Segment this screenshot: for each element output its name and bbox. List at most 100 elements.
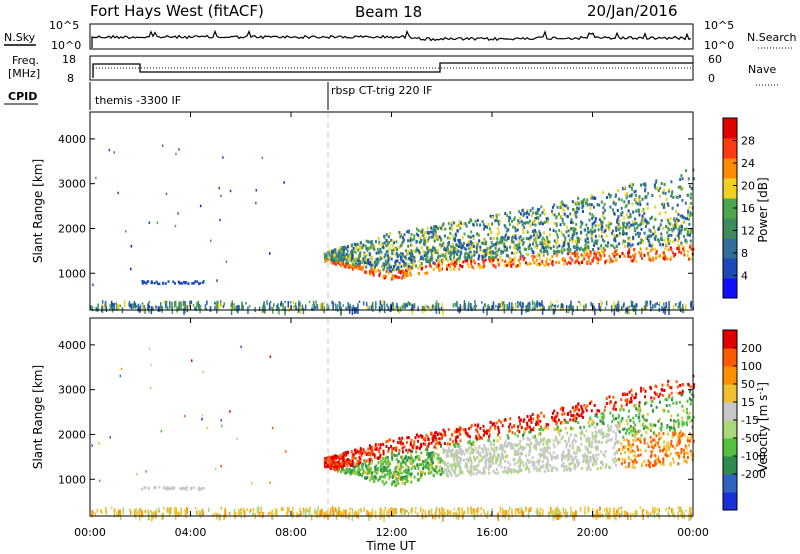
echo-cell xyxy=(689,239,692,243)
echo-cell xyxy=(282,303,284,311)
echo-cell xyxy=(546,237,549,241)
echo-cell xyxy=(542,245,545,249)
echo-cell xyxy=(649,217,652,221)
echo-cell xyxy=(643,211,646,215)
echo-cell xyxy=(561,412,564,416)
echo-cell xyxy=(677,438,680,442)
echo-cell xyxy=(594,224,597,228)
echo-cell xyxy=(400,508,402,513)
echo-cell xyxy=(361,472,364,476)
echo-cell xyxy=(544,242,547,246)
echo-cell xyxy=(667,226,670,230)
echo-cell xyxy=(580,442,583,446)
echo-cell xyxy=(425,304,427,312)
echo-cell xyxy=(636,231,639,235)
echo-cell xyxy=(164,300,167,309)
echo-cell xyxy=(417,229,420,232)
echo-cell xyxy=(658,304,660,307)
echo-cell xyxy=(604,260,607,264)
echo-cell xyxy=(678,421,680,425)
echo-cell xyxy=(341,247,343,251)
echo-cell xyxy=(526,210,529,214)
echo-cell xyxy=(528,430,531,434)
echo-cell xyxy=(516,470,519,474)
echo-cell xyxy=(644,225,647,228)
echo-cell xyxy=(576,445,579,449)
echo-cell xyxy=(585,447,588,451)
echo-cell xyxy=(391,458,394,462)
echo-cell xyxy=(525,305,527,313)
echo-cell xyxy=(370,263,373,267)
echo-cell xyxy=(533,238,536,242)
echo-cell xyxy=(648,234,651,238)
echo-cell xyxy=(584,228,587,232)
echo-cell xyxy=(511,425,513,429)
echo-cell xyxy=(419,230,422,234)
echo-cell xyxy=(198,510,200,516)
echo-cell xyxy=(399,306,402,312)
echo-cell xyxy=(663,389,666,392)
echo-cell xyxy=(688,205,691,209)
echo-cell xyxy=(534,231,537,234)
echo-cell xyxy=(168,508,170,512)
echo-cell xyxy=(337,510,339,515)
echo-cell xyxy=(399,438,402,442)
echo-cell xyxy=(478,254,481,258)
echo-cell xyxy=(201,414,204,417)
echo-cell xyxy=(573,463,576,467)
echo-cell xyxy=(677,243,680,247)
echo-cell xyxy=(672,432,675,436)
echo-cell xyxy=(488,433,491,437)
echo-cell xyxy=(517,244,520,248)
echo-cell xyxy=(590,203,593,207)
echo-cell xyxy=(570,414,573,417)
echo-cell xyxy=(370,266,373,270)
echo-cell xyxy=(560,200,563,204)
echo-cell xyxy=(671,398,673,402)
echo-cell xyxy=(349,507,351,511)
echo-cell xyxy=(358,460,361,463)
echo-cell xyxy=(222,304,225,308)
echo-cell xyxy=(663,188,666,192)
echo-cell xyxy=(328,258,331,262)
echo-cell xyxy=(509,468,512,472)
echo-cell xyxy=(679,185,682,189)
echo-cell xyxy=(353,242,356,246)
echo-cell xyxy=(681,416,684,420)
echo-cell xyxy=(411,258,413,262)
echo-cell xyxy=(351,455,354,459)
echo-cell xyxy=(600,300,603,308)
echo-cell xyxy=(413,304,416,308)
echo-cell xyxy=(393,471,396,474)
echo-cell xyxy=(437,254,440,258)
echo-cell xyxy=(512,233,515,237)
echo-cell xyxy=(242,507,245,513)
echo-cell xyxy=(220,302,222,307)
echo-cell xyxy=(536,216,539,219)
echo-cell xyxy=(491,508,493,513)
echo-cell xyxy=(455,436,458,439)
echo-cell xyxy=(663,302,665,307)
echo-cell xyxy=(115,511,118,517)
echo-cell xyxy=(612,395,615,399)
echo-cell xyxy=(369,512,372,518)
echo-cell xyxy=(213,302,216,305)
echo-cell xyxy=(528,219,531,223)
echo-cell xyxy=(214,512,217,515)
echo-cell xyxy=(374,263,377,267)
echo-cell xyxy=(220,194,222,198)
echo-cell xyxy=(630,259,633,263)
echo-cell xyxy=(611,229,614,233)
echo-cell xyxy=(532,258,534,261)
echo-cell xyxy=(593,229,596,233)
echo-cell xyxy=(656,513,658,516)
echo-cell xyxy=(438,235,441,239)
echo-cell xyxy=(399,263,402,267)
freq-label-1: Freq. xyxy=(12,54,39,67)
echo-cell xyxy=(201,487,204,490)
echo-cell xyxy=(194,280,197,283)
echo-cell xyxy=(645,220,648,224)
echo-cell xyxy=(522,227,524,231)
echo-cell xyxy=(383,266,386,270)
